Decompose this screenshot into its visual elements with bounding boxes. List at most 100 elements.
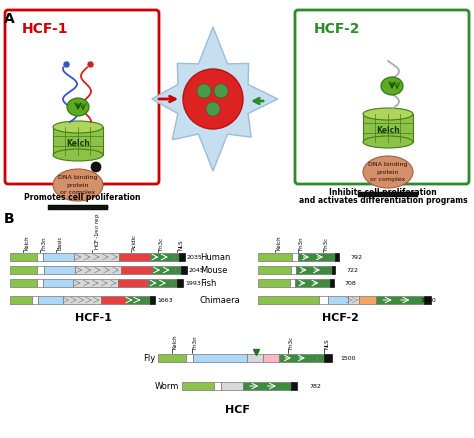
Bar bbox=[325, 354, 332, 362]
Bar bbox=[243, 382, 291, 390]
Text: Fn3c: Fn3c bbox=[289, 335, 293, 348]
Text: B: B bbox=[4, 212, 15, 226]
Text: Kelch: Kelch bbox=[25, 235, 29, 249]
Bar bbox=[63, 297, 100, 304]
Bar bbox=[181, 266, 187, 274]
Bar bbox=[182, 382, 215, 390]
Text: Kelch: Kelch bbox=[376, 126, 400, 135]
Ellipse shape bbox=[363, 157, 413, 189]
Bar bbox=[292, 254, 298, 261]
Text: Human: Human bbox=[200, 253, 230, 262]
Ellipse shape bbox=[53, 150, 103, 162]
Circle shape bbox=[91, 162, 101, 173]
Bar bbox=[175, 266, 181, 274]
Bar bbox=[258, 279, 290, 287]
Bar bbox=[73, 279, 118, 287]
FancyBboxPatch shape bbox=[295, 11, 469, 184]
Text: HCF: HCF bbox=[225, 404, 249, 414]
Bar bbox=[33, 297, 37, 304]
Text: Kelch: Kelch bbox=[173, 334, 178, 348]
Text: HCF-1$_{PRO}$ rep: HCF-1$_{PRO}$ rep bbox=[93, 212, 102, 249]
Bar bbox=[177, 279, 183, 287]
Text: Fn3n: Fn3n bbox=[299, 236, 304, 249]
Bar bbox=[100, 297, 126, 304]
Circle shape bbox=[183, 70, 243, 130]
Text: 782: 782 bbox=[309, 384, 321, 389]
Text: 708: 708 bbox=[344, 281, 356, 286]
Text: NLS: NLS bbox=[178, 239, 183, 249]
Bar bbox=[258, 266, 291, 274]
Text: DNA binding: DNA binding bbox=[58, 175, 98, 180]
Bar bbox=[148, 279, 172, 287]
Text: Worm: Worm bbox=[155, 381, 179, 391]
Text: Chimaera: Chimaera bbox=[200, 296, 241, 305]
Polygon shape bbox=[152, 28, 278, 172]
Text: protein: protein bbox=[377, 170, 399, 175]
Bar bbox=[172, 279, 177, 287]
Bar bbox=[10, 297, 33, 304]
Bar bbox=[10, 254, 37, 261]
Text: Fn3c: Fn3c bbox=[324, 237, 329, 249]
Bar bbox=[280, 354, 317, 362]
Bar bbox=[186, 354, 193, 362]
Bar bbox=[37, 279, 43, 287]
Bar bbox=[359, 297, 376, 304]
Bar bbox=[37, 254, 43, 261]
Bar bbox=[319, 297, 328, 304]
Bar bbox=[150, 254, 173, 261]
Bar bbox=[37, 297, 63, 304]
Text: 2035: 2035 bbox=[187, 255, 203, 260]
Text: Inhibits cell proliferation: Inhibits cell proliferation bbox=[329, 187, 437, 197]
Bar bbox=[296, 266, 332, 274]
Bar bbox=[118, 279, 148, 287]
FancyBboxPatch shape bbox=[5, 11, 159, 184]
Text: DNA binding: DNA binding bbox=[368, 162, 408, 167]
Bar bbox=[258, 297, 319, 304]
Bar bbox=[332, 266, 336, 274]
Text: Basic: Basic bbox=[57, 235, 63, 249]
Bar bbox=[173, 254, 179, 261]
Bar bbox=[74, 254, 119, 261]
Text: 1490: 1490 bbox=[420, 298, 436, 303]
Bar bbox=[424, 297, 431, 304]
Ellipse shape bbox=[67, 99, 89, 117]
Bar bbox=[317, 354, 325, 362]
Bar bbox=[358, 193, 418, 198]
Bar bbox=[120, 266, 152, 274]
Bar bbox=[291, 266, 296, 274]
Text: Fn3n: Fn3n bbox=[193, 335, 198, 348]
Bar bbox=[44, 266, 74, 274]
Bar bbox=[179, 254, 185, 261]
Text: HCF-2: HCF-2 bbox=[314, 22, 361, 36]
Text: 1663: 1663 bbox=[157, 298, 173, 303]
Text: Fish: Fish bbox=[200, 279, 216, 288]
Circle shape bbox=[197, 85, 211, 99]
Bar bbox=[193, 354, 247, 362]
Text: Mouse: Mouse bbox=[200, 266, 228, 275]
Bar bbox=[330, 279, 334, 287]
Text: Acidic: Acidic bbox=[132, 233, 137, 249]
Text: or complex: or complex bbox=[60, 190, 96, 195]
Ellipse shape bbox=[363, 137, 413, 148]
Ellipse shape bbox=[381, 78, 403, 96]
Text: or complex: or complex bbox=[370, 177, 406, 182]
Bar bbox=[48, 205, 108, 211]
Text: HCF-1: HCF-1 bbox=[22, 22, 69, 36]
Bar bbox=[53, 128, 103, 155]
Bar bbox=[363, 115, 413, 143]
Bar bbox=[376, 297, 424, 304]
Bar bbox=[291, 382, 297, 390]
Circle shape bbox=[214, 85, 228, 99]
Bar bbox=[43, 254, 74, 261]
Text: 2045: 2045 bbox=[189, 268, 205, 273]
Text: Promotes cell proliferation: Promotes cell proliferation bbox=[24, 193, 140, 201]
Bar bbox=[290, 279, 295, 287]
Text: 792: 792 bbox=[350, 255, 362, 260]
Bar bbox=[126, 297, 146, 304]
Text: A: A bbox=[4, 12, 15, 26]
Text: 722: 722 bbox=[346, 268, 358, 273]
Bar bbox=[152, 266, 175, 274]
Text: Fly: Fly bbox=[143, 354, 155, 363]
Bar bbox=[158, 354, 186, 362]
Bar bbox=[10, 266, 37, 274]
